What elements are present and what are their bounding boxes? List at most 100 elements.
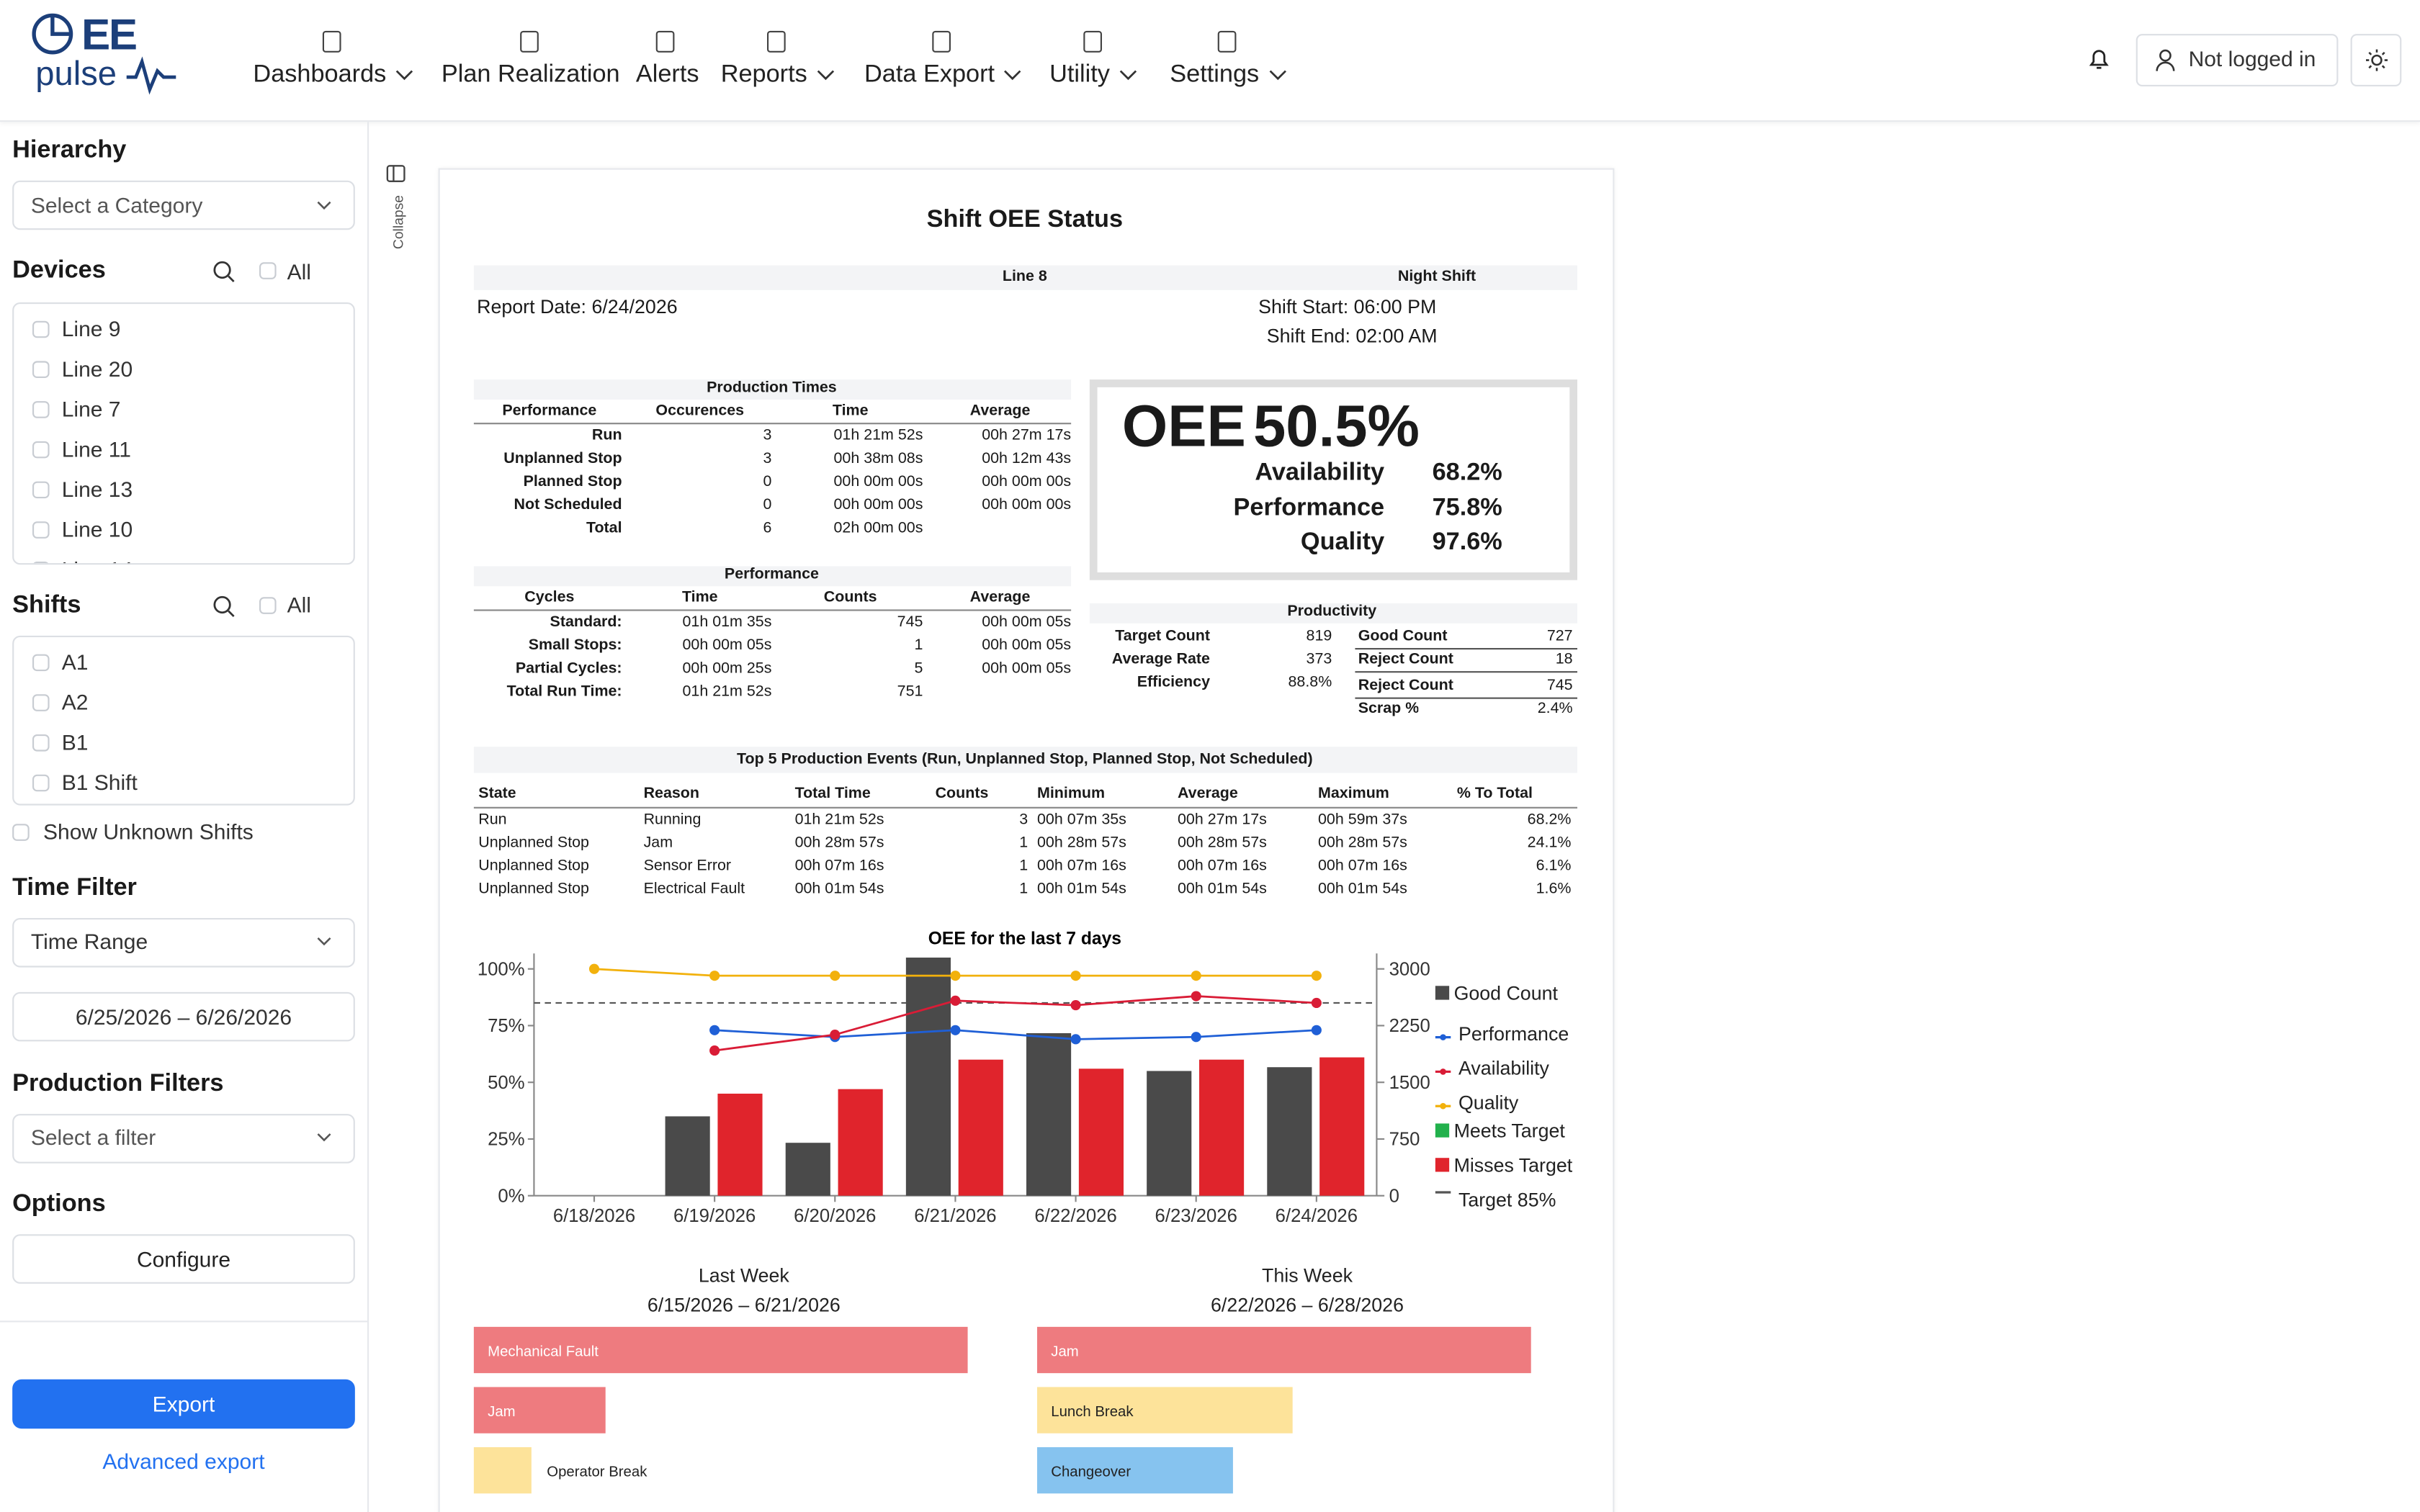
select-placeholder: Select a Category bbox=[30, 192, 203, 218]
checkbox[interactable] bbox=[32, 401, 50, 418]
notification-icon[interactable] bbox=[2087, 46, 2111, 71]
category-select[interactable] bbox=[12, 180, 355, 230]
legend-swatch bbox=[1435, 986, 1450, 1000]
menu-icon bbox=[1217, 30, 1237, 53]
menu-item[interactable]: Dashboards bbox=[253, 61, 387, 89]
checkbox[interactable] bbox=[12, 824, 30, 841]
legend-swatch bbox=[1440, 1102, 1446, 1110]
user-button[interactable] bbox=[2136, 34, 2339, 87]
table-title-band bbox=[1089, 603, 1577, 624]
table-cell: 1 bbox=[1019, 858, 1028, 875]
menu-item[interactable]: Alerts bbox=[635, 61, 699, 89]
table-cell: 00h 07m 16s bbox=[1037, 858, 1126, 875]
table-cell: Run bbox=[591, 427, 622, 445]
bar-label: Lunch Break bbox=[1051, 1404, 1134, 1420]
section-title: Production Filters bbox=[12, 1071, 224, 1097]
theme-toggle[interactable] bbox=[2350, 34, 2402, 87]
checkbox[interactable] bbox=[32, 654, 50, 672]
bar bbox=[1078, 1068, 1124, 1196]
metric-value: 18 bbox=[1555, 651, 1573, 668]
bar-label: Changeover bbox=[1051, 1464, 1131, 1480]
bar bbox=[1147, 1071, 1192, 1196]
section-title: Options bbox=[12, 1191, 106, 1218]
export-button[interactable]: Export bbox=[12, 1379, 355, 1429]
checkbox-label: Show Unknown Shifts bbox=[43, 819, 254, 845]
configure-button[interactable]: Configure bbox=[12, 1234, 355, 1284]
date-range[interactable]: 6/25/2026 – 6/26/2026 bbox=[12, 991, 355, 1042]
chart-subtitle: 6/15/2026 – 6/21/2026 bbox=[647, 1294, 841, 1315]
table-title-band bbox=[473, 566, 1072, 587]
table-cell: Unplanned Stop bbox=[478, 858, 590, 875]
collapse-icon[interactable] bbox=[386, 163, 408, 185]
header-band bbox=[473, 265, 1577, 290]
bar bbox=[1037, 1326, 1531, 1374]
header-rule bbox=[473, 423, 1072, 425]
checkbox[interactable] bbox=[32, 320, 50, 338]
legend-label: Misses Target bbox=[1454, 1154, 1573, 1176]
oee-box bbox=[1089, 379, 1577, 580]
table-cell: 751 bbox=[897, 683, 923, 701]
checkbox[interactable] bbox=[32, 481, 50, 499]
table-cell: 1 bbox=[1019, 881, 1028, 899]
filter-select[interactable] bbox=[12, 1114, 355, 1164]
table-cell: 0 bbox=[763, 473, 772, 491]
table-title: Productivity bbox=[1287, 603, 1377, 621]
point bbox=[830, 971, 841, 981]
list-item: B1 bbox=[61, 729, 89, 755]
bar bbox=[1026, 1032, 1072, 1196]
x-tick-label: 6/18/2026 bbox=[553, 1206, 635, 1226]
date-range-text: 6/25/2026 – 6/26/2026 bbox=[75, 1004, 292, 1030]
checkbox[interactable] bbox=[259, 597, 277, 614]
dropdown-chevron bbox=[1119, 70, 1137, 81]
section-title: Hierarchy bbox=[12, 137, 127, 164]
bar bbox=[1037, 1446, 1233, 1494]
checkbox[interactable] bbox=[32, 694, 50, 711]
checkbox[interactable] bbox=[32, 441, 50, 459]
checkbox[interactable] bbox=[259, 262, 277, 279]
list-item: Line 7 bbox=[61, 396, 121, 421]
oee-metric-value: 68.2% bbox=[1432, 459, 1502, 486]
x-tick-label: 6/22/2026 bbox=[1034, 1206, 1116, 1226]
menu-item[interactable]: Reports bbox=[720, 61, 807, 89]
point bbox=[830, 1029, 841, 1040]
checkbox[interactable] bbox=[32, 734, 50, 752]
legend-label: Good Count bbox=[1454, 983, 1559, 1004]
point bbox=[950, 971, 961, 981]
point bbox=[1070, 1034, 1081, 1045]
time-select[interactable] bbox=[12, 918, 355, 968]
legend-swatch bbox=[1435, 1158, 1450, 1172]
bar bbox=[905, 957, 951, 1196]
section-title: Devices bbox=[12, 257, 106, 284]
column-header: % To Total bbox=[1456, 785, 1533, 803]
line bbox=[714, 995, 1317, 1052]
bar-label: Jam bbox=[488, 1404, 515, 1420]
column-header: Minimum bbox=[1037, 785, 1106, 803]
menu-icon bbox=[767, 30, 786, 53]
table-cell: Small Stops: bbox=[528, 637, 622, 654]
table-cell: 00h 00m 05s bbox=[682, 637, 772, 654]
point bbox=[1070, 1000, 1081, 1011]
y2-tick-label: 3000 bbox=[1389, 959, 1430, 979]
point bbox=[709, 1025, 720, 1035]
oee-metric-label: Quality bbox=[1300, 529, 1385, 556]
checkbox[interactable] bbox=[32, 361, 50, 378]
menu-item[interactable]: Settings bbox=[1170, 61, 1260, 89]
advanced-export-link[interactable]: Advanced export bbox=[12, 1446, 355, 1477]
header-rule bbox=[473, 806, 1577, 809]
checkbox-label: All bbox=[287, 259, 311, 284]
report-date: Report Date: 6/24/2026 bbox=[477, 296, 678, 318]
link-label: Advanced export bbox=[102, 1449, 265, 1474]
menu-item[interactable]: Plan Realization bbox=[441, 61, 620, 89]
checkbox[interactable] bbox=[32, 774, 50, 792]
metric-label: Average Rate bbox=[1111, 651, 1210, 668]
table-cell: 0 bbox=[763, 497, 772, 514]
report-title: Shift OEE Status bbox=[926, 207, 1124, 233]
chart-title: This Week bbox=[1262, 1265, 1353, 1287]
legend-label: Quality bbox=[1458, 1092, 1519, 1114]
menu-item[interactable]: Utility bbox=[1049, 61, 1110, 89]
menu-item[interactable]: Data Export bbox=[864, 61, 995, 89]
checkbox[interactable] bbox=[32, 521, 50, 539]
column-header: Maximum bbox=[1318, 785, 1389, 803]
table-cell: 00h 28m 57s bbox=[1318, 834, 1407, 852]
bar bbox=[838, 1089, 883, 1196]
